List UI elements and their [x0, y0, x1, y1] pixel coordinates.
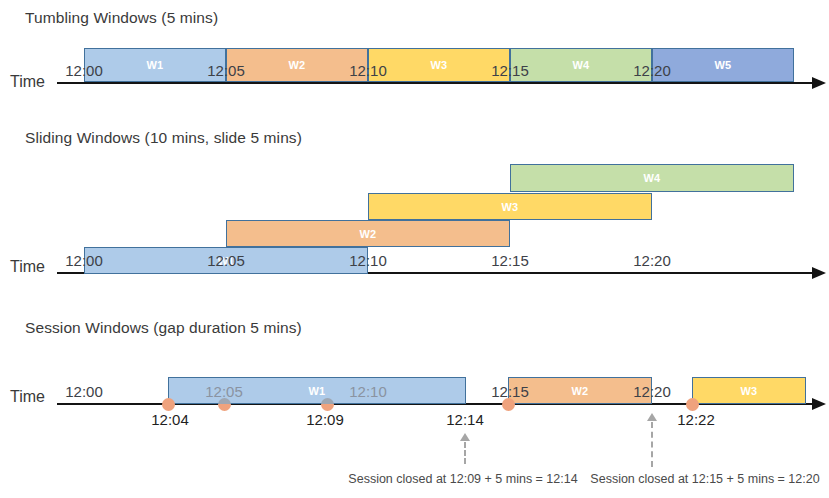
- tick-label: 12:05: [207, 252, 245, 270]
- section-title-sliding: Sliding Windows (10 mins, slide 5 mins): [25, 129, 302, 147]
- window-box-w2: W2: [226, 220, 510, 247]
- window-label: W4: [572, 59, 589, 71]
- window-label: W3: [501, 201, 518, 213]
- window-box-w1: W1: [84, 247, 368, 274]
- event-time-label: 12:22: [677, 411, 715, 429]
- dashed-arrow-head-icon: [460, 433, 470, 441]
- event-dot: [218, 398, 231, 411]
- event-dot: [162, 398, 175, 411]
- sliding-windows-layer: W4 W3 W2 W1 12:00 12:05 12:10 12:15 12:20: [0, 0, 829, 498]
- dashed-arrow: [651, 422, 653, 467]
- window-label: W1: [217, 255, 234, 267]
- tick-label: 12:00: [65, 383, 103, 401]
- event-time-label: 12:04: [151, 411, 189, 429]
- window-box-w3: W3: [368, 193, 652, 220]
- tumbling-windows-layer: W1 W2 W3 W4 W5 12:00 12:05 12:10 12:15 12:20: [0, 0, 829, 498]
- session-windows-layer: W1 W2 W3 12:00 12:05 12:10 12:15 12:20 12:04 12:0…: [0, 0, 829, 498]
- window-label: W3: [740, 385, 757, 397]
- tick-label: 12:05: [207, 62, 245, 80]
- window-box-w2: W2: [226, 48, 368, 82]
- dashed-arrow-head-icon: [647, 413, 657, 421]
- event-dot: [502, 398, 515, 411]
- time-axis-label-session: Time: [10, 388, 45, 406]
- window-label: W3: [430, 59, 447, 71]
- window-box-w1: W1: [84, 48, 226, 82]
- tick-label: 12:05: [205, 383, 243, 401]
- tick-label: 12:00: [65, 62, 103, 80]
- timeline-arrow-icon: [812, 398, 826, 410]
- tick-label: 12:10: [349, 62, 387, 80]
- tick-label: 12:15: [491, 252, 529, 270]
- window-label: W4: [643, 172, 660, 184]
- time-axis-label-sliding: Time: [10, 258, 45, 276]
- tick-label: 12:20: [633, 62, 671, 80]
- window-label: W2: [359, 228, 376, 240]
- time-axis-label-tumbling: Time: [10, 73, 45, 91]
- window-label: W2: [571, 385, 588, 397]
- dashed-arrow: [464, 442, 466, 464]
- window-label: W5: [714, 59, 731, 71]
- event-dot: [686, 398, 699, 411]
- window-label: W2: [288, 59, 305, 71]
- event-dot: [321, 398, 334, 411]
- timeline: [57, 403, 812, 405]
- window-label: W1: [146, 59, 163, 71]
- tick-label: 12:00: [65, 252, 103, 270]
- event-time-label: 12:09: [306, 411, 344, 429]
- timeline: [57, 82, 812, 84]
- window-box-w4: W4: [510, 48, 652, 82]
- annotation-text: Session closed at 12:15 + 5 mins = 12:20: [590, 472, 819, 486]
- event-time-label: 12:14: [446, 411, 484, 429]
- tick-label: 12:20: [633, 383, 671, 401]
- timeline-arrow-icon: [812, 267, 826, 279]
- section-title-tumbling: Tumbling Windows (5 mins): [25, 9, 218, 27]
- tick-label: 12:15: [491, 383, 529, 401]
- window-box-w2: W2: [508, 377, 652, 404]
- tick-label: 12:10: [349, 252, 387, 270]
- timeline-arrow-icon: [812, 77, 826, 89]
- window-box-w3: W3: [692, 377, 806, 404]
- window-label: W1: [308, 385, 325, 397]
- tick-label: 12:20: [633, 252, 671, 270]
- windowing-diagram-canvas: Tumbling Windows (5 mins) Time W1W2W3W4W…: [0, 0, 829, 498]
- window-box-w3: W3: [368, 48, 510, 82]
- tick-label: 12:10: [349, 383, 387, 401]
- window-box-w1: W1: [168, 377, 466, 404]
- annotation-text: Session closed at 12:09 + 5 mins = 12:14: [348, 472, 577, 486]
- tick-label: 12:15: [491, 62, 529, 80]
- section-title-session: Session Windows (gap duration 5 mins): [25, 319, 302, 337]
- window-box-w4: W4: [510, 164, 794, 192]
- timeline: [57, 272, 812, 274]
- window-box-w5: W5: [652, 48, 794, 82]
